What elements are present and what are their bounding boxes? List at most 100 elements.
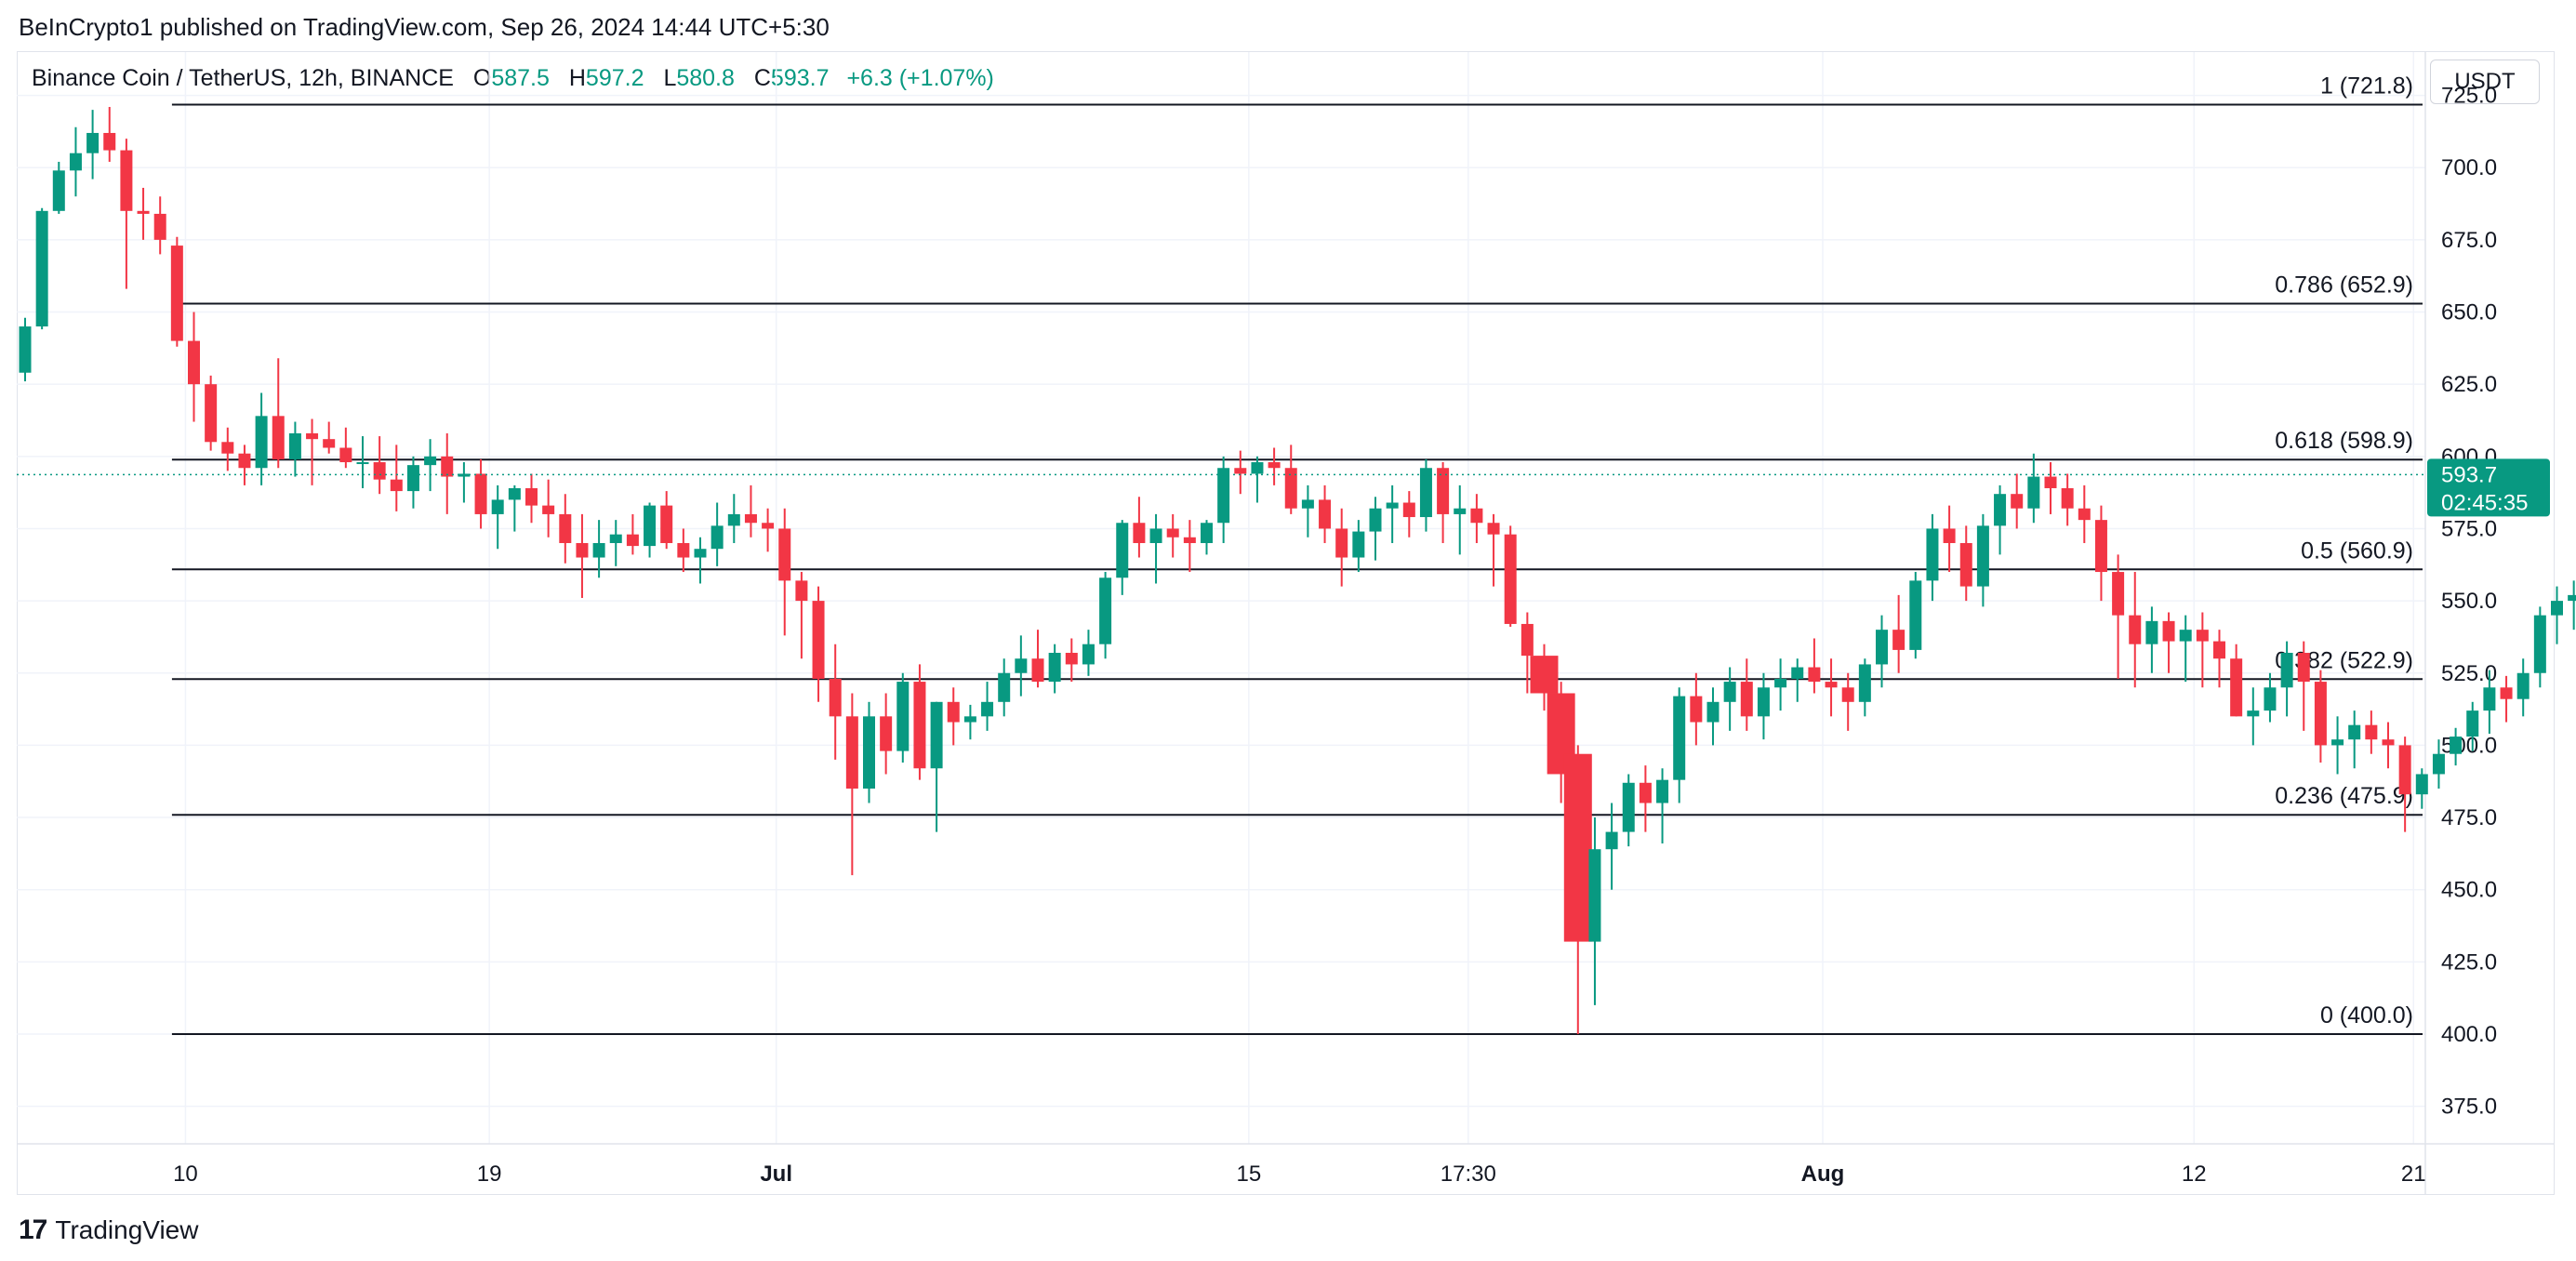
candle bbox=[2112, 554, 2125, 679]
candle bbox=[2213, 630, 2225, 688]
x-tick-label: 15 bbox=[1237, 1161, 1262, 1187]
candle-body bbox=[52, 170, 65, 211]
candle bbox=[2415, 768, 2428, 809]
candle-body bbox=[1284, 468, 1297, 509]
y-tick-label: 450.0 bbox=[2441, 878, 2497, 903]
candle bbox=[644, 502, 657, 558]
candle bbox=[2011, 473, 2024, 529]
bar-countdown: 02:45:35 bbox=[2441, 490, 2528, 515]
candle-body bbox=[744, 513, 757, 524]
candle-body bbox=[2230, 658, 2243, 717]
candle bbox=[947, 687, 960, 746]
candle-body bbox=[1319, 499, 1332, 529]
candle bbox=[19, 317, 32, 382]
candle bbox=[2365, 710, 2378, 754]
candle bbox=[812, 586, 825, 702]
close-label: C bbox=[753, 65, 771, 91]
currency-selector[interactable]: USDT bbox=[2430, 60, 2540, 104]
candle bbox=[1437, 462, 1450, 543]
candle bbox=[2162, 612, 2175, 673]
candle-body bbox=[542, 505, 555, 514]
x-tick-label: 19 bbox=[477, 1161, 502, 1187]
candle bbox=[981, 682, 994, 731]
candle bbox=[930, 701, 943, 832]
candle bbox=[1065, 638, 1078, 683]
candle-body bbox=[2516, 672, 2530, 699]
symbol-legend: Binance Coin / TetherUS, 12h, BINANCE O 5… bbox=[32, 65, 994, 92]
candle bbox=[2145, 606, 2158, 673]
candle-body bbox=[103, 132, 116, 151]
candle bbox=[1976, 513, 1989, 607]
candle-body bbox=[1251, 462, 1264, 474]
candle bbox=[609, 520, 622, 566]
candle-body bbox=[2551, 601, 2563, 616]
candle bbox=[2533, 606, 2546, 688]
candle-body bbox=[762, 523, 775, 529]
candle bbox=[306, 418, 319, 485]
candle bbox=[913, 664, 926, 780]
candle bbox=[542, 479, 555, 538]
candle-body bbox=[306, 432, 319, 440]
candle bbox=[120, 139, 133, 289]
candle-body bbox=[2568, 594, 2576, 602]
candle-body bbox=[710, 525, 724, 550]
candle bbox=[69, 126, 82, 197]
candle bbox=[1943, 505, 1956, 573]
candle-body bbox=[1082, 644, 1095, 665]
candle bbox=[2314, 670, 2327, 763]
candle-body bbox=[1166, 528, 1179, 538]
candle bbox=[508, 484, 521, 532]
open-label: O bbox=[472, 65, 492, 91]
candle bbox=[1116, 520, 1129, 595]
candle-body bbox=[1335, 528, 1348, 558]
candle-body bbox=[2398, 745, 2411, 795]
candle-body bbox=[592, 542, 605, 558]
candle bbox=[1909, 572, 1922, 659]
x-tick-label: Aug bbox=[1801, 1161, 1845, 1187]
candle-body bbox=[2348, 724, 2361, 740]
fib-level-label: 0.5 (560.9) bbox=[2301, 538, 2413, 564]
candle-body bbox=[896, 682, 910, 751]
candle-body bbox=[963, 716, 976, 723]
candle-body bbox=[694, 549, 707, 558]
candle bbox=[1386, 484, 1399, 543]
candle-body bbox=[1015, 658, 1028, 673]
candle bbox=[1588, 817, 1601, 1005]
candle bbox=[2516, 658, 2530, 717]
candle-body bbox=[1419, 468, 1432, 518]
candle-body bbox=[323, 439, 336, 448]
candle bbox=[2264, 672, 2277, 723]
candle-body bbox=[2382, 739, 2395, 746]
low-label: L bbox=[663, 65, 677, 91]
candle-body bbox=[1099, 577, 1112, 644]
candle-body bbox=[1892, 630, 1905, 650]
candle bbox=[1706, 687, 1720, 746]
candle bbox=[1319, 484, 1332, 543]
candle bbox=[525, 473, 538, 524]
candle-body bbox=[2247, 710, 2260, 717]
candle bbox=[441, 432, 454, 514]
y-tick-label: 675.0 bbox=[2441, 228, 2497, 253]
tradingview-logo[interactable]: 17 TradingView bbox=[19, 1215, 198, 1246]
candle bbox=[1183, 520, 1196, 573]
close-value: 593.7 bbox=[770, 65, 830, 91]
candle bbox=[1166, 513, 1179, 558]
y-tick-label: 400.0 bbox=[2441, 1022, 2497, 1047]
candle bbox=[1673, 687, 1686, 803]
y-tick-label: 700.0 bbox=[2441, 155, 2497, 180]
current-price-tag bbox=[2427, 458, 2550, 517]
candle bbox=[1031, 630, 1044, 688]
fib-level-label: 0.618 (598.9) bbox=[2275, 428, 2413, 454]
candle bbox=[1757, 672, 1770, 740]
candle-body bbox=[339, 447, 352, 463]
candle-body bbox=[2533, 615, 2546, 673]
candle-body bbox=[1791, 667, 1804, 679]
candle bbox=[2094, 505, 2107, 602]
candle bbox=[1926, 513, 1939, 602]
candle-body bbox=[2145, 620, 2158, 644]
symbol-title[interactable]: Binance Coin / TetherUS, 12h, BINANCE bbox=[32, 65, 454, 91]
candle-body bbox=[1504, 534, 1517, 624]
candle bbox=[406, 456, 419, 509]
candle-body bbox=[880, 716, 893, 751]
